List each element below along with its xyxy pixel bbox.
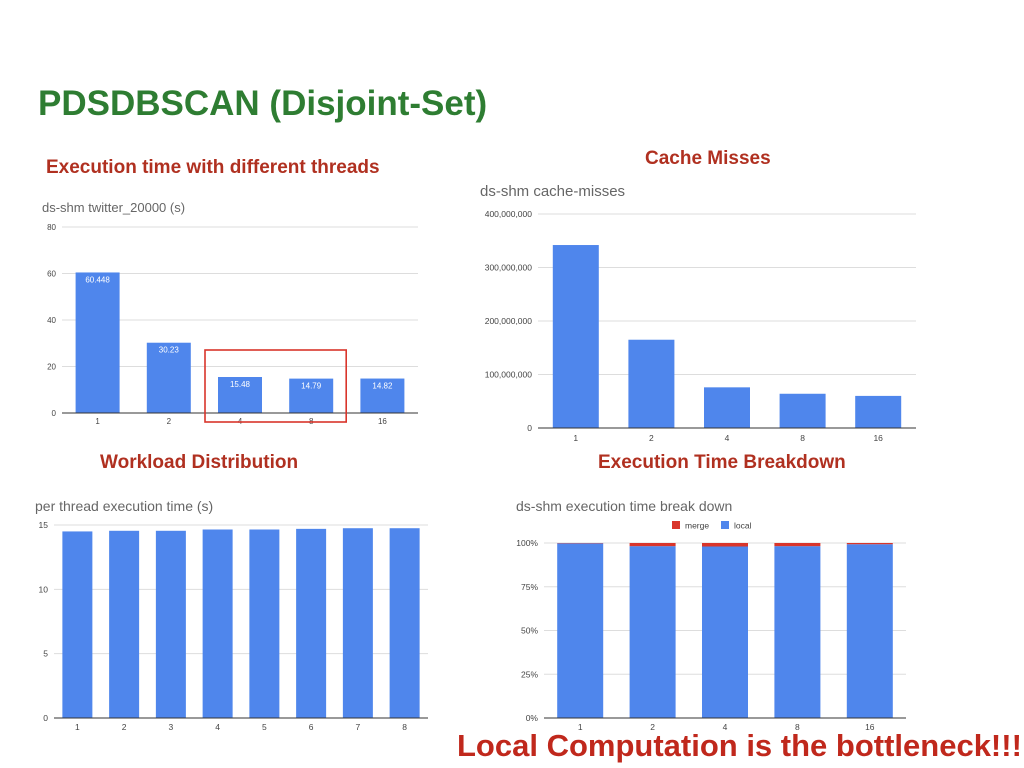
y-tick-label: 200,000,000 xyxy=(485,316,533,326)
heading-workload: Workload Distribution xyxy=(100,452,299,473)
x-tick-label: 8 xyxy=(800,433,805,443)
x-tick-label: 4 xyxy=(723,722,728,732)
bar xyxy=(146,342,191,413)
bar xyxy=(155,530,186,718)
slide-title: PDSDBSCAN (Disjoint-Set) xyxy=(38,84,488,123)
heading-threads: Execution time with different threads xyxy=(46,157,380,178)
x-tick-label: 1 xyxy=(75,722,80,732)
chart-title-workload: per thread execution time (s) xyxy=(35,498,214,514)
y-tick-label: 40 xyxy=(47,316,56,325)
bar xyxy=(289,378,334,413)
heading-cache: Cache Misses xyxy=(645,148,771,169)
bar-segment-merge xyxy=(774,543,821,547)
x-tick-label: 6 xyxy=(309,722,314,732)
bar xyxy=(342,528,373,718)
bar-segment-merge xyxy=(702,543,748,547)
y-tick-label: 5 xyxy=(43,649,48,659)
bar xyxy=(75,272,120,413)
x-tick-label: 2 xyxy=(649,433,654,443)
highlight-box xyxy=(204,349,347,423)
bar-segment-local xyxy=(702,546,748,718)
legend-label-local: local xyxy=(734,521,752,531)
x-tick-label: 2 xyxy=(122,722,127,732)
bottleneck-callout: Local Computation is the bottleneck!!! xyxy=(457,728,1022,763)
y-tick-label: 300,000,000 xyxy=(485,263,533,273)
y-tick-label: 50% xyxy=(521,626,538,636)
data-label: 60.448 xyxy=(85,275,110,284)
legend-swatch-merge xyxy=(672,521,680,529)
data-label: 30.23 xyxy=(159,346,180,355)
y-tick-label: 0 xyxy=(527,423,532,433)
bar xyxy=(249,529,280,718)
bar xyxy=(779,393,826,428)
y-tick-label: 10 xyxy=(39,584,49,594)
x-tick-label: 2 xyxy=(650,722,655,732)
y-tick-label: 0 xyxy=(52,409,57,418)
bar xyxy=(109,530,140,718)
y-tick-label: 100,000,000 xyxy=(485,370,533,380)
bar xyxy=(628,339,675,428)
y-tick-label: 75% xyxy=(521,582,538,592)
chart-title-breakdown: ds-shm execution time break down xyxy=(516,498,733,514)
x-tick-label: 4 xyxy=(725,433,730,443)
x-tick-label: 16 xyxy=(378,417,387,426)
data-label: 14.79 xyxy=(301,382,322,391)
y-tick-label: 400,000,000 xyxy=(485,209,533,219)
legend-swatch-local xyxy=(721,521,729,529)
bar-segment-merge xyxy=(846,543,893,545)
x-tick-label: 5 xyxy=(262,722,267,732)
bar-segment-local xyxy=(774,546,821,718)
bar xyxy=(704,387,750,428)
y-tick-label: 25% xyxy=(521,669,538,679)
x-tick-label: 8 xyxy=(795,722,800,732)
bar-segment-merge xyxy=(629,543,676,547)
y-tick-label: 60 xyxy=(47,270,56,279)
chart-cache: 0 100,000,000 200,000,000 300,000,000 400,00… xyxy=(485,209,916,443)
bar xyxy=(296,528,327,718)
chart-title-cache: ds-shm cache-misses xyxy=(480,183,626,200)
legend-label-merge: merge xyxy=(685,521,709,531)
bar xyxy=(389,528,420,718)
x-tick-label: 4 xyxy=(215,722,220,732)
bar xyxy=(855,395,902,428)
y-tick-label: 100% xyxy=(516,538,538,548)
x-tick-label: 1 xyxy=(95,417,100,426)
chart-breakdown: 0% 25% 50% 75% 100% 1 2 4 8 16 merge local xyxy=(516,521,906,732)
bar xyxy=(202,529,233,718)
chart-workload: 0 5 10 15 1 2 3 4 5 6 7 8 xyxy=(39,520,428,732)
bar xyxy=(552,245,599,428)
y-tick-label: 0 xyxy=(43,713,48,723)
x-tick-label: 2 xyxy=(167,417,172,426)
bar xyxy=(360,378,405,413)
x-tick-label: 3 xyxy=(169,722,174,732)
x-tick-label: 16 xyxy=(865,722,875,732)
x-tick-label: 1 xyxy=(573,433,578,443)
x-tick-label: 8 xyxy=(402,722,407,732)
x-tick-label: 1 xyxy=(578,722,583,732)
bar-segment-local xyxy=(846,544,893,718)
chart-threads: 02040608060.448130.23215.48414.79814.821… xyxy=(47,223,418,426)
data-label: 15.48 xyxy=(230,380,251,389)
x-tick-label: 16 xyxy=(873,433,883,443)
y-tick-label: 20 xyxy=(47,363,56,372)
x-tick-label: 7 xyxy=(356,722,361,732)
y-tick-label: 80 xyxy=(47,223,56,232)
heading-breakdown: Execution Time Breakdown xyxy=(598,452,846,473)
bar-segment-local xyxy=(629,546,676,718)
bar xyxy=(218,377,262,413)
chart-title-threads: ds-shm twitter_20000 (s) xyxy=(42,200,186,215)
bar xyxy=(62,531,93,718)
y-tick-label: 15 xyxy=(39,520,49,530)
bar-segment-local xyxy=(557,543,604,718)
y-tick-label: 0% xyxy=(526,713,539,723)
data-label: 14.82 xyxy=(372,382,393,391)
